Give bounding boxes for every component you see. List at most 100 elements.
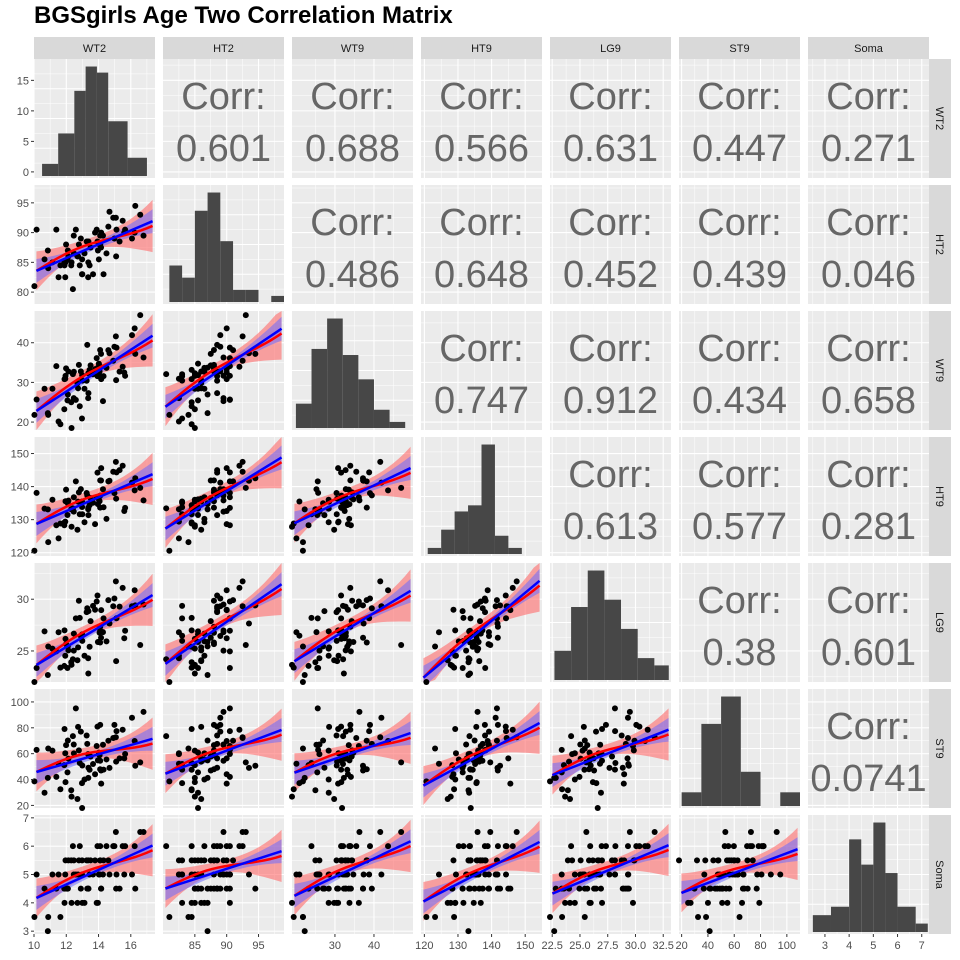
scatter-point	[113, 871, 120, 878]
scatter-point	[242, 759, 249, 766]
scatter-point	[226, 627, 233, 634]
scatter-point	[338, 615, 345, 622]
scatter-point	[451, 914, 458, 920]
x-tick-label: 80	[754, 940, 766, 952]
scatter-point	[624, 755, 631, 762]
scatter-point	[469, 766, 476, 773]
scatter-point	[214, 885, 221, 892]
scatter-point	[55, 535, 62, 542]
scatter-point	[472, 761, 479, 768]
scatter-point	[359, 602, 366, 609]
panel-WT2-WT9: Corr: 0.688	[292, 59, 413, 178]
scatter-point	[140, 232, 147, 239]
strip-label: LG9	[600, 43, 621, 55]
scatter-point	[477, 598, 484, 605]
scatter-point	[366, 871, 373, 878]
scatter-point	[734, 857, 741, 864]
corr-label: Corr:	[826, 328, 910, 370]
scatter-point	[175, 506, 182, 513]
scatter-point	[460, 614, 467, 621]
scatter-point	[355, 899, 362, 906]
x-tick-label: 25.0	[569, 940, 590, 952]
strip-background	[929, 311, 951, 430]
scatter-point	[79, 899, 86, 906]
scatter-point	[92, 857, 99, 864]
panel-background	[808, 311, 929, 430]
scatter-point	[368, 885, 375, 892]
scatter-point	[76, 614, 83, 621]
panel-WT9-ST9: Corr: 0.434	[679, 311, 800, 430]
histogram-bar	[885, 873, 898, 932]
scatter-point	[701, 871, 708, 878]
strip-background	[929, 185, 951, 304]
loess-line	[293, 471, 412, 525]
linear-fit-line	[164, 456, 283, 530]
scatter-point	[252, 885, 259, 892]
histogram-bar	[96, 72, 109, 176]
scatter-point	[505, 755, 512, 762]
scatter-point	[755, 843, 762, 850]
loess-line	[164, 854, 282, 890]
scatter-point	[45, 914, 52, 920]
scatter-point	[137, 312, 144, 319]
scatter-point	[312, 659, 319, 666]
panel-HT9-ST9: Corr: 0.577	[679, 437, 800, 556]
scatter-point	[175, 751, 182, 758]
strip-background	[550, 37, 671, 59]
scatter-point	[736, 914, 743, 920]
scatter-point	[242, 642, 249, 649]
corr-value: 0.452	[563, 254, 658, 296]
scatter-point	[702, 857, 709, 864]
scatter-point	[93, 743, 100, 750]
scatter-point	[70, 741, 77, 748]
scatter-point	[242, 829, 249, 835]
panel-Soma-LG9	[547, 815, 671, 935]
scatter-point	[465, 787, 472, 794]
scatter-point	[502, 615, 509, 622]
scatter-point	[99, 871, 106, 878]
scatter-point	[744, 857, 751, 864]
strip-right-Soma: Soma	[929, 815, 951, 934]
scatter-point	[57, 262, 64, 269]
scatter-point	[87, 618, 94, 625]
x-tick-label: 90	[221, 940, 233, 952]
scatter-point	[551, 774, 558, 781]
x-tick-label: 40	[702, 940, 714, 952]
scatter-point	[131, 487, 138, 494]
corr-value: 0.439	[692, 254, 787, 296]
scatter-point	[230, 478, 237, 485]
linear-fit-line	[293, 589, 412, 663]
scatter-point	[360, 871, 367, 878]
scatter-point	[494, 634, 501, 641]
scatter-point	[502, 723, 509, 730]
scatter-point	[85, 670, 92, 677]
scatter-point	[103, 250, 110, 257]
scatter-point	[547, 914, 553, 920]
scatter-point	[497, 602, 504, 609]
scatter-point	[594, 857, 601, 864]
scatter-point	[92, 771, 99, 778]
loess-line	[164, 587, 283, 665]
scatter-point	[93, 598, 100, 605]
histogram-bar	[637, 658, 655, 680]
scatter-point	[728, 857, 735, 864]
scatter-point	[347, 522, 354, 529]
scatter-point	[65, 368, 72, 375]
x-tick-label: 16	[125, 940, 137, 952]
scatter-point	[487, 829, 494, 835]
scatter-point	[87, 857, 94, 864]
scatter-point	[195, 511, 202, 518]
scatter-point	[122, 627, 129, 634]
strip-label: HT2	[213, 43, 234, 55]
scatter-point	[502, 592, 509, 599]
scatter-point	[509, 726, 516, 733]
scatter-point	[121, 507, 128, 514]
scatter-point	[435, 871, 442, 878]
scatter-point	[487, 759, 494, 766]
scatter-point	[465, 774, 472, 781]
corr-label: Corr:	[439, 328, 523, 370]
scatter-point	[239, 357, 246, 364]
scatter-point	[204, 410, 211, 417]
scatter-point	[239, 734, 246, 741]
